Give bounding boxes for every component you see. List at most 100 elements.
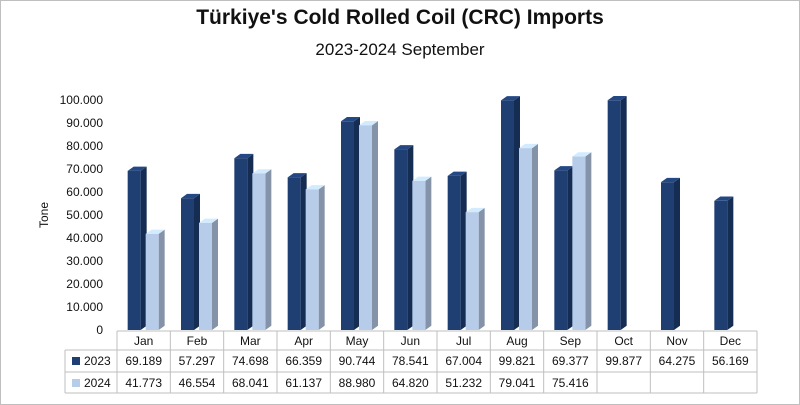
y-tick-label: 100.000 — [60, 93, 104, 107]
y-tick-label: 60.000 — [66, 185, 103, 199]
data-label: 61.137 — [285, 376, 322, 390]
y-tick-label: 70.000 — [66, 162, 103, 176]
legend-label: 2024 — [84, 376, 111, 390]
bar-2023-Jul — [447, 175, 461, 330]
data-label: 56.169 — [712, 354, 749, 368]
x-category-label: Aug — [506, 334, 527, 348]
bar-2023-Oct — [607, 100, 621, 330]
bar-2024-Jun — [412, 180, 426, 330]
bar-side-2024 — [478, 207, 485, 330]
bar-2024-Feb — [199, 222, 212, 330]
bar-side-2024 — [425, 176, 432, 330]
data-label: 51.232 — [445, 376, 482, 390]
data-label: 69.377 — [552, 354, 589, 368]
x-category-label: Jul — [456, 334, 471, 348]
bar-side-2023 — [247, 153, 254, 330]
bar-2024-May — [359, 125, 372, 330]
x-category-label: Sep — [560, 334, 582, 348]
bar-top-2024 — [519, 143, 538, 149]
bar-top-2023 — [607, 95, 627, 101]
data-label: 66.359 — [285, 354, 322, 368]
bar-side-2023 — [620, 95, 627, 330]
bar-2024-Sep — [572, 156, 586, 330]
x-category-label: Dec — [720, 334, 741, 348]
bar-side-2023 — [727, 196, 734, 330]
bar-side-2024 — [585, 152, 592, 330]
data-label: 99.821 — [499, 354, 536, 368]
chart-subtitle: 2023-2024 September — [315, 40, 485, 59]
bar-top-2024 — [359, 121, 378, 126]
y-tick-label: 10.000 — [66, 300, 103, 314]
legend-swatch-2024 — [72, 379, 80, 387]
y-tick-label: 50.000 — [66, 208, 103, 222]
bar-2023-Mar — [234, 158, 248, 330]
y-tick-label: 80.000 — [66, 139, 103, 153]
x-category-label: Apr — [294, 334, 313, 348]
legend-label: 2023 — [84, 354, 111, 368]
data-label: 74.698 — [232, 354, 269, 368]
bar-side-2023 — [460, 171, 467, 330]
bar-top-2023 — [287, 173, 307, 178]
data-label: 57.297 — [179, 354, 216, 368]
y-tick-label: 0 — [96, 323, 103, 337]
x-category-label: Jun — [401, 334, 420, 348]
y-tick-label: 40.000 — [66, 231, 103, 245]
data-label: 90.744 — [339, 354, 376, 368]
y-axis-label: Tone — [37, 202, 51, 228]
bar-side-2024 — [372, 121, 378, 330]
bar-top-2024 — [305, 185, 325, 190]
bar-top-2023 — [554, 166, 574, 171]
bar-2023-Feb — [181, 198, 194, 330]
bar-top-2023 — [341, 117, 360, 122]
data-label: 79.041 — [499, 376, 536, 390]
bar-top-2023 — [661, 177, 680, 183]
bar-side-2023 — [407, 145, 414, 330]
bar-2024-Mar — [252, 173, 266, 330]
bar-top-2024 — [145, 229, 165, 234]
bar-2023-Aug — [501, 100, 514, 330]
bar-top-2024 — [199, 218, 218, 223]
bar-2024-Apr — [305, 189, 319, 330]
x-category-label: Nov — [666, 334, 687, 348]
data-label: 69.189 — [125, 354, 162, 368]
x-category-label: Mar — [240, 334, 261, 348]
bar-top-2023 — [181, 193, 200, 199]
data-label: 46.554 — [179, 376, 216, 390]
data-label: 68.041 — [232, 376, 269, 390]
bar-side-2023 — [140, 166, 147, 330]
data-label: 78.541 — [392, 354, 429, 368]
data-label: 41.773 — [125, 376, 162, 390]
bar-2023-Sep — [554, 170, 568, 330]
bar-top-2023 — [127, 166, 147, 171]
bar-side-2024 — [265, 169, 272, 330]
x-category-label: Feb — [187, 334, 208, 348]
data-label: 75.416 — [552, 376, 589, 390]
bar-side-2024 — [318, 185, 325, 330]
bar-2023-Nov — [661, 182, 674, 330]
bar-top-2023 — [234, 153, 254, 159]
data-label: 64.820 — [392, 376, 429, 390]
x-category-label: Jan — [134, 334, 153, 348]
bar-2023-Jan — [127, 170, 141, 330]
y-tick-label: 30.000 — [66, 254, 103, 268]
bar-side-2023 — [674, 177, 680, 330]
bar-side-2023 — [514, 96, 520, 331]
bar-2024-Aug — [519, 148, 532, 330]
chart-title: Türkiye's Cold Rolled Coil (CRC) Imports — [196, 6, 604, 29]
bar-2024-Jul — [465, 212, 479, 330]
bar-side-2023 — [567, 166, 574, 330]
legend-swatch-2023 — [72, 357, 80, 365]
bar-side-2024 — [532, 143, 538, 330]
bar-top-2024 — [252, 169, 272, 174]
bar-2024-Jan — [145, 233, 159, 330]
bar-top-2023 — [501, 96, 520, 101]
bar-2023-Jun — [394, 149, 408, 330]
data-label: 64.275 — [659, 354, 696, 368]
bar-top-2024 — [465, 207, 485, 213]
data-label: 99.877 — [605, 354, 642, 368]
x-category-label: Oct — [614, 334, 633, 348]
bar-2023-Apr — [287, 177, 301, 330]
bar-top-2024 — [412, 176, 432, 181]
bar-side-2024 — [212, 218, 218, 330]
